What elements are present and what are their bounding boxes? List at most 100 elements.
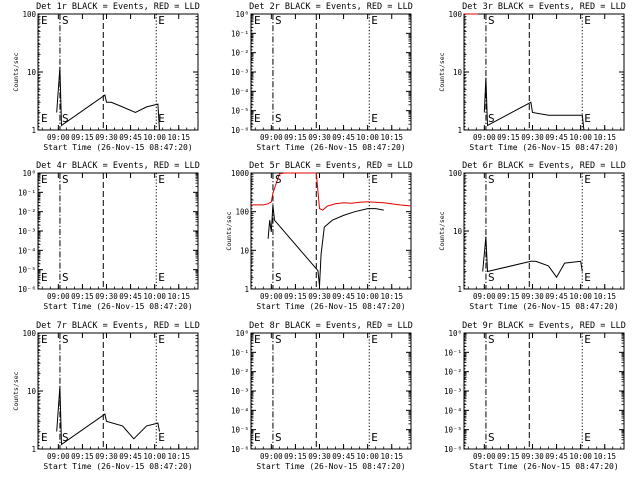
y-tick-label: 10 — [453, 227, 463, 236]
marker-label-S: S — [488, 431, 495, 444]
x-tick-label: 09:00 — [47, 452, 70, 461]
x-axis-label: Start Time (26-Nov-15 08:47:20) — [43, 143, 192, 152]
y-tick-label: 10⁻³ — [231, 68, 249, 77]
x-tick-label: 09:00 — [473, 292, 496, 301]
panel-title: Det 7r BLACK = Events, RED = LLD — [36, 321, 200, 331]
x-tick-label: 09:15 — [71, 452, 94, 461]
x-axis-label: Start Time (26-Nov-15 08:47:20) — [256, 143, 405, 152]
x-tick-label: 09:15 — [71, 133, 94, 142]
x-axis-label: Start Time (26-Nov-15 08:47:20) — [43, 462, 192, 471]
panel-title: Det 6r BLACK = Events, RED = LLD — [462, 161, 626, 171]
marker-label-S: S — [62, 271, 69, 284]
x-tick-label: 09:00 — [260, 292, 283, 301]
x-tick-label: 10:15 — [380, 292, 403, 301]
x-tick-label: 09:15 — [497, 133, 520, 142]
x-tick-label: 09:15 — [284, 452, 307, 461]
marker-label-E: E — [254, 431, 261, 444]
marker-label-E: E — [158, 173, 165, 186]
marker-label-S: S — [275, 112, 282, 125]
panel-det-1: Det 1r BLACK = Events, RED = LLD Counts/s… — [12, 2, 200, 152]
marker-label-E: E — [41, 271, 48, 284]
y-tick-label: 10 — [27, 68, 37, 77]
x-tick-label: 09:00 — [473, 133, 496, 142]
x-tick-label: 09:45 — [545, 133, 568, 142]
panel-det-6: Det 6r BLACK = Events, RED = LLD Counts/s… — [438, 161, 626, 311]
y-tick-label: 10⁰ — [235, 329, 249, 338]
x-tick-label: 09:00 — [260, 452, 283, 461]
x-tick-label: 10:00 — [569, 452, 592, 461]
x-tick-label: 09:15 — [497, 292, 520, 301]
y-tick-label: 10 — [240, 246, 250, 255]
x-tick-label: 09:45 — [545, 292, 568, 301]
y-tick-label: 10⁻² — [444, 368, 462, 377]
y-tick-label: 1000 — [231, 169, 250, 178]
events-series-line — [56, 386, 160, 446]
x-axis-label: Start Time (26-Nov-15 08:47:20) — [469, 462, 618, 471]
x-axis-label: Start Time (26-Nov-15 08:47:20) — [43, 302, 192, 311]
marker-label-S: S — [62, 14, 69, 27]
panel-title: Det 8r BLACK = Events, RED = LLD — [249, 321, 413, 331]
y-tick-label: 10⁻¹ — [444, 348, 462, 357]
marker-label-E: E — [158, 14, 165, 27]
marker-label-S: S — [62, 333, 69, 346]
marker-label-E: E — [41, 14, 48, 27]
marker-label-E: E — [584, 431, 591, 444]
x-tick-label: 09:30 — [521, 292, 544, 301]
marker-label-S: S — [488, 112, 495, 125]
marker-label-E: E — [254, 14, 261, 27]
y-tick-label: 10 — [27, 387, 37, 396]
y-tick-label: 10⁻² — [18, 208, 36, 217]
events-series-line — [482, 236, 583, 279]
x-tick-label: 10:00 — [143, 133, 166, 142]
y-tick-label: 10⁰ — [448, 329, 462, 338]
x-tick-label: 09:30 — [95, 292, 118, 301]
lld-series-line — [251, 172, 412, 211]
x-axis-label: Start Time (26-Nov-15 08:47:20) — [256, 462, 405, 471]
marker-label-E: E — [584, 271, 591, 284]
x-tick-label: 10:15 — [167, 452, 190, 461]
x-tick-label: 10:15 — [593, 133, 616, 142]
x-tick-label: 10:15 — [380, 452, 403, 461]
x-tick-label: 09:30 — [308, 133, 331, 142]
marker-label-S: S — [488, 14, 495, 27]
y-axis-label: Counts/sec — [438, 211, 446, 250]
events-series-line — [56, 67, 160, 131]
y-tick-label: 10⁻⁵ — [18, 266, 36, 275]
marker-label-S: S — [62, 431, 69, 444]
x-tick-label: 10:15 — [380, 133, 403, 142]
x-tick-label: 09:30 — [521, 133, 544, 142]
y-tick-label: 10⁻⁴ — [231, 87, 249, 96]
panel-title: Det 9r BLACK = Events, RED = LLD — [462, 321, 626, 331]
y-tick-label: 100 — [448, 169, 462, 178]
x-tick-label: 09:15 — [284, 292, 307, 301]
y-axis-label: Counts/sec — [12, 52, 20, 91]
x-tick-label: 09:15 — [284, 133, 307, 142]
y-tick-label: 10⁰ — [235, 10, 249, 19]
y-tick-label: 10⁻⁶ — [231, 126, 249, 135]
x-tick-label: 09:00 — [47, 133, 70, 142]
y-axis-label: Counts/sec — [438, 52, 446, 91]
x-tick-label: 10:00 — [143, 452, 166, 461]
marker-label-E: E — [371, 271, 378, 284]
events-series-line — [483, 77, 585, 131]
y-tick-label: 10⁻⁵ — [444, 426, 462, 435]
marker-label-S: S — [275, 333, 282, 346]
panel-det-7: Det 7r BLACK = Events, RED = LLD Counts/s… — [12, 321, 200, 471]
marker-label-E: E — [584, 333, 591, 346]
y-tick-label: 10⁻¹ — [231, 348, 249, 357]
x-axis-label: Start Time (26-Nov-15 08:47:20) — [469, 302, 618, 311]
y-tick-label: 10⁻⁶ — [231, 445, 249, 454]
x-tick-label: 10:15 — [167, 133, 190, 142]
x-tick-label: 09:15 — [71, 292, 94, 301]
x-tick-label: 09:00 — [260, 133, 283, 142]
y-tick-label: 100 — [22, 10, 36, 19]
x-tick-label: 09:45 — [119, 292, 142, 301]
y-tick-label: 100 — [448, 10, 462, 19]
marker-label-S: S — [488, 271, 495, 284]
y-tick-label: 10⁰ — [22, 169, 36, 178]
marker-label-S: S — [488, 333, 495, 346]
y-tick-label: 10⁻⁴ — [231, 406, 249, 415]
y-tick-label: 10⁻⁶ — [444, 445, 462, 454]
